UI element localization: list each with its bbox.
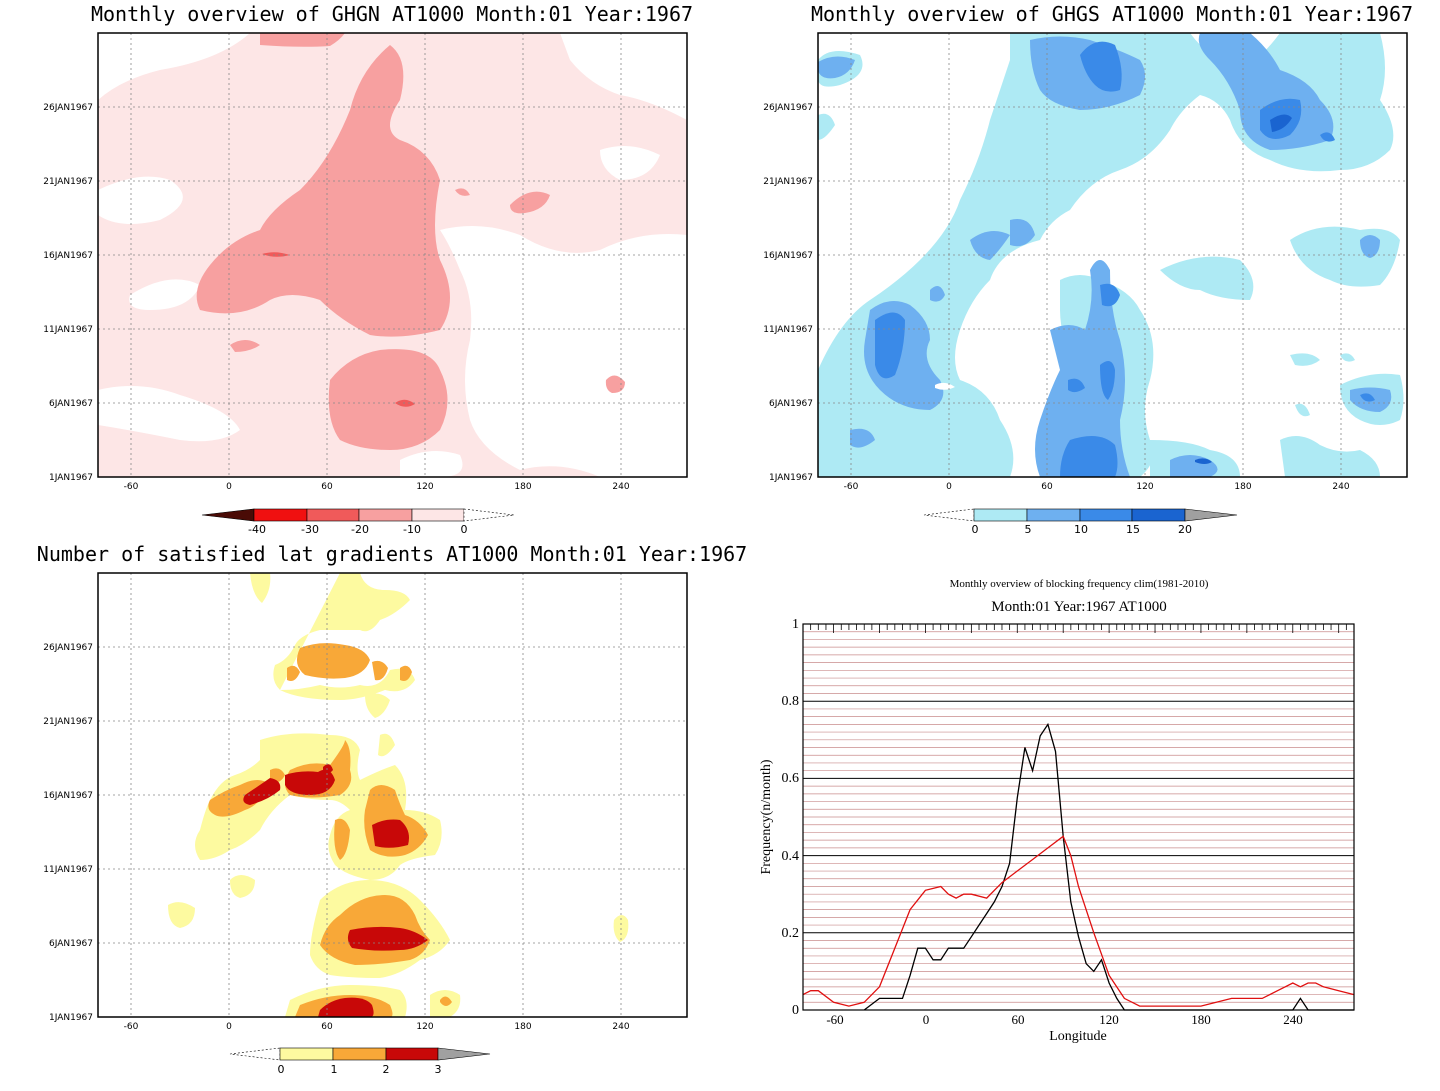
y-tick: 1JAN1967 (49, 473, 93, 483)
x-tick: -60 (124, 1022, 139, 1032)
x-tick: 120 (1099, 1012, 1119, 1027)
x-tick: 60 (321, 1022, 333, 1032)
x-tick: 240 (612, 482, 629, 492)
x-tick: -60 (124, 482, 139, 492)
line-chart-series (802, 722, 1355, 1011)
y-tick: 6JAN1967 (769, 399, 813, 409)
x-tick: 180 (514, 1022, 531, 1032)
series-line-black (863, 722, 1354, 1011)
x-tick: 0 (923, 1012, 930, 1027)
x-tick: 180 (1234, 482, 1251, 492)
ghgs-panel: Monthly overview of GHGS AT1000 Month:01… (763, 2, 1413, 536)
y-tick: 0 (792, 1003, 799, 1018)
ghgn-title: Monthly overview of GHGN AT1000 Month:01… (91, 2, 693, 26)
colorbar-label: 0 (461, 523, 468, 536)
gradients-panel: Number of satisfied lat gradients AT1000… (37, 542, 747, 1076)
y-tick: 6JAN1967 (49, 939, 93, 949)
colorbar-label: -30 (301, 523, 319, 536)
y-tick: 11JAN1967 (763, 325, 813, 335)
y-tick: 21JAN1967 (43, 717, 93, 727)
y-tick: 0.4 (782, 849, 800, 864)
ghgs-title: Monthly overview of GHGS AT1000 Month:01… (811, 2, 1413, 26)
y-tick: 0.2 (782, 926, 800, 941)
colorbar-label: 2 (383, 1063, 390, 1076)
y-tick: 26JAN1967 (763, 103, 813, 113)
x-tick: 120 (416, 1022, 433, 1032)
y-tick: 6JAN1967 (49, 399, 93, 409)
y-axis-label: Frequency(n/month) (759, 759, 774, 874)
x-tick: 0 (946, 482, 952, 492)
ghgn-colorbar: -40 -30 -20 -10 0 (201, 508, 515, 536)
colorbar-label: 15 (1126, 523, 1140, 536)
gradients-title: Number of satisfied lat gradients AT1000… (37, 542, 747, 566)
x-tick: 180 (1191, 1012, 1211, 1027)
x-tick: 60 (1012, 1012, 1025, 1027)
x-tick: 120 (1136, 482, 1153, 492)
ghgs-colorbar: 0 5 10 15 20 (923, 508, 1238, 536)
line-chart-subtitle: Month:01 Year:1967 AT1000 (991, 599, 1166, 615)
x-axis-label: Longitude (1049, 1029, 1107, 1044)
x-tick: -60 (844, 482, 859, 492)
ghgn-panel: Monthly overview of GHGN AT1000 Month:01… (43, 2, 693, 536)
colorbar-label: 1 (331, 1063, 338, 1076)
line-chart-ticks (802, 624, 1355, 633)
y-tick: 16JAN1967 (43, 791, 93, 801)
x-tick: 120 (416, 482, 433, 492)
line-chart-title: Monthly overview of blocking frequency c… (950, 578, 1209, 590)
colorbar-label: -20 (351, 523, 369, 536)
colorbar-label: 20 (1178, 523, 1192, 536)
colorbar-label: 3 (435, 1063, 442, 1076)
line-chart-grid (803, 631, 1354, 1003)
x-tick: 0 (226, 482, 232, 492)
x-tick: 240 (1283, 1012, 1303, 1027)
y-tick: 0.6 (782, 771, 800, 786)
x-tick: 180 (514, 482, 531, 492)
y-tick: 0.8 (782, 694, 800, 709)
series-line-red (802, 835, 1355, 1007)
y-tick: 1 (792, 617, 799, 632)
colorbar-label: 5 (1025, 523, 1032, 536)
colorbar-label: 10 (1074, 523, 1088, 536)
y-tick: 21JAN1967 (763, 177, 813, 187)
y-tick: 16JAN1967 (763, 251, 813, 261)
blocking-frequency-panel: Monthly overview of blocking frequency c… (759, 578, 1355, 1044)
gradients-colorbar: 0 1 2 3 (229, 1047, 491, 1076)
x-tick: 240 (1332, 482, 1349, 492)
x-tick: 0 (226, 1022, 232, 1032)
y-tick: 1JAN1967 (769, 473, 813, 483)
y-tick: 16JAN1967 (43, 251, 93, 261)
x-tick: 60 (321, 482, 333, 492)
y-tick: 11JAN1967 (43, 865, 93, 875)
y-tick: 11JAN1967 (43, 325, 93, 335)
y-tick: 21JAN1967 (43, 177, 93, 187)
y-tick: 26JAN1967 (43, 103, 93, 113)
y-tick: 1JAN1967 (49, 1013, 93, 1023)
y-tick: 26JAN1967 (43, 643, 93, 653)
x-tick: 60 (1041, 482, 1053, 492)
colorbar-label: -40 (248, 523, 266, 536)
colorbar-label: 0 (972, 523, 979, 536)
colorbar-label: -10 (403, 523, 421, 536)
colorbar-label: 0 (278, 1063, 285, 1076)
x-tick: 240 (612, 1022, 629, 1032)
x-tick: -60 (826, 1012, 843, 1027)
